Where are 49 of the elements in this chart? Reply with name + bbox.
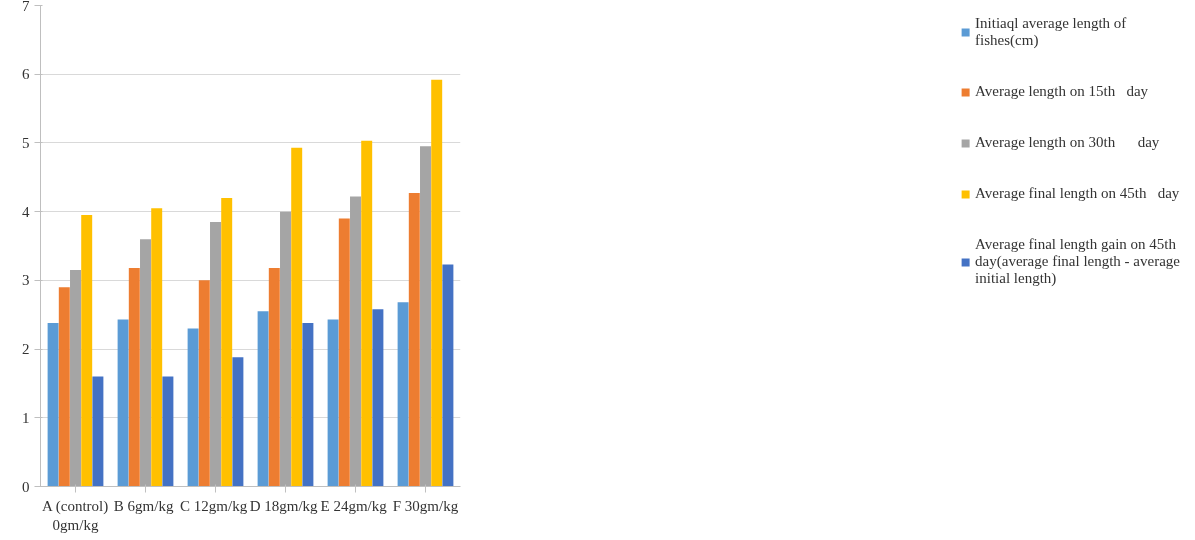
bar — [81, 215, 93, 487]
x-tick-label: F 30gm/kg — [392, 497, 459, 514]
y-tick-label: 4 — [22, 203, 30, 220]
bar — [408, 193, 420, 487]
bar — [397, 302, 409, 487]
bar — [361, 140, 373, 487]
bar — [162, 376, 174, 487]
bar — [431, 79, 443, 487]
bar — [350, 196, 361, 487]
bar — [420, 146, 431, 487]
bar — [280, 211, 291, 487]
x-tick-label: D 18gm/kg — [249, 497, 319, 514]
y-tick-label: 0 — [22, 478, 30, 495]
bar — [128, 267, 140, 487]
bar — [70, 270, 81, 487]
x-tick-label: C 12gm/kg — [180, 497, 248, 514]
bar — [58, 287, 70, 487]
bar — [232, 357, 244, 487]
bar — [338, 218, 350, 487]
x-tick-label: A (control) 0gm/kg — [41, 497, 109, 533]
bar — [198, 280, 210, 487]
y-tick-label: 6 — [22, 66, 30, 83]
y-tick-label: 2 — [22, 341, 30, 358]
bar — [327, 319, 339, 487]
legend-label: Initiaql average length of fishes(cm) — [975, 15, 1127, 49]
bar — [92, 376, 104, 487]
bar — [221, 197, 233, 487]
bar — [210, 221, 221, 487]
bar — [47, 322, 59, 487]
bar — [140, 239, 151, 487]
legend-label: Average final length gain on 45th day(average final length - average initial length) — [975, 236, 1180, 287]
bar — [442, 264, 454, 487]
bar — [372, 309, 384, 487]
legend-label: Average length on 30th day — [975, 134, 1160, 151]
legend-label: Average final length on 45th day — [975, 185, 1180, 202]
legend-label: Average length on 15th day — [975, 83, 1149, 100]
bar — [257, 311, 269, 487]
bar — [302, 322, 314, 487]
bar — [268, 267, 280, 487]
x-tick-label: B 6gm/kg — [113, 497, 174, 514]
y-tick-label: 5 — [22, 134, 30, 151]
y-tick-label: 7 — [22, 0, 30, 14]
bar — [187, 328, 199, 487]
bar — [291, 147, 303, 487]
y-tick-label: 3 — [22, 272, 30, 289]
x-tick-label: E 24gm/kg — [320, 497, 388, 514]
y-tick-label: 1 — [22, 409, 30, 426]
bar — [117, 319, 129, 487]
bar — [151, 208, 163, 487]
